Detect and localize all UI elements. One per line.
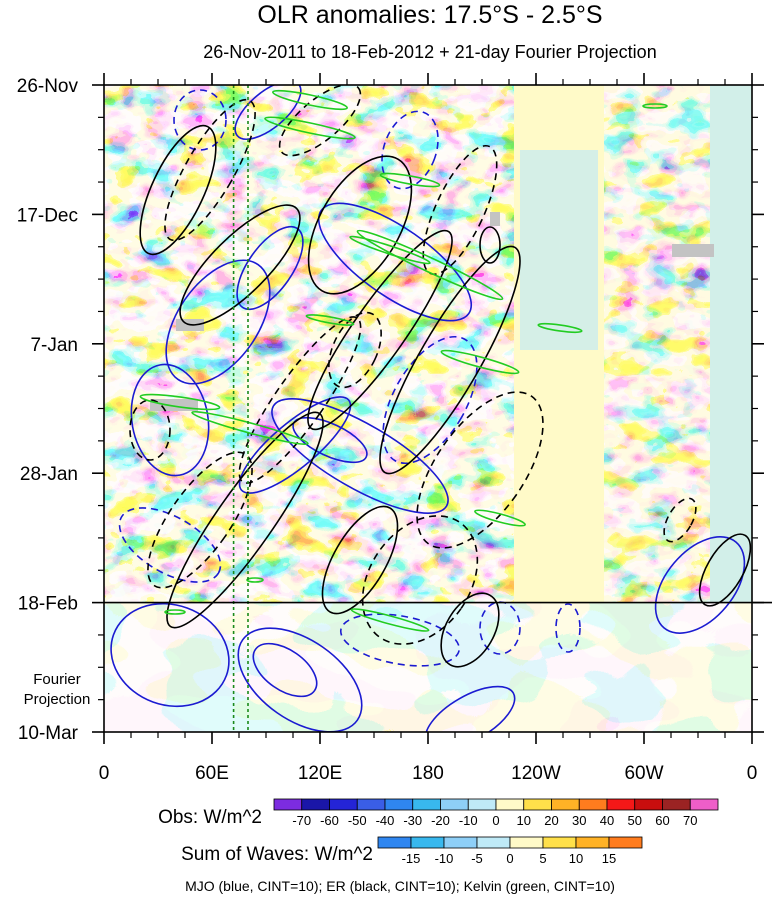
colorbar-level-label: 5 (539, 851, 546, 866)
observed-field-west (104, 85, 514, 603)
colorbar-box (384, 798, 414, 811)
missing-data-3 (672, 244, 714, 257)
colorbar-box (301, 798, 330, 811)
colorbar-box (575, 836, 610, 849)
colorbar-box (634, 798, 663, 811)
colorbar-level-label: -10 (459, 813, 478, 828)
colorbar-box (523, 798, 552, 811)
chart-title: OLR anomalies: 17.5°S - 2.5°S (257, 1, 602, 29)
y-tick-label: 28-Jan (20, 464, 78, 485)
y-tick-label: 7-Jan (30, 335, 78, 356)
observed-field-east (604, 85, 710, 603)
colorbar-box (578, 798, 608, 811)
colorbar-level-label: 0 (492, 813, 499, 828)
y-axis: 26-Nov 17-Dec 7-Jan 28-Jan 18-Feb 10-Mar (17, 76, 764, 744)
colorbar-level-label: -40 (376, 813, 395, 828)
missing-data-4 (490, 212, 500, 226)
plot-area (104, 85, 752, 732)
x-tick-label: 180 (412, 763, 444, 784)
colorbar-level-label: -30 (403, 813, 422, 828)
colorbar-level-label: 10 (517, 813, 531, 828)
colorbar-level-label: 0 (506, 851, 513, 866)
colorbar-box (509, 836, 544, 849)
x-axis: 0 60E 120E 180 120W 60W 0 (99, 73, 758, 784)
colorbar-level-label: -5 (471, 851, 483, 866)
colorbar-level-label: 70 (683, 813, 697, 828)
colorbar-level-label: -50 (348, 813, 367, 828)
y-tick-label: 10-Mar (18, 723, 79, 744)
missing-data-2 (150, 399, 198, 411)
colorbar-box (606, 798, 636, 811)
colorbar-level-label: -20 (431, 813, 450, 828)
x-tick-label: 60W (624, 763, 663, 784)
observed-field-quiet-patch (520, 150, 598, 350)
mjo-contours (110, 85, 746, 732)
colorbar-level-label: -10 (435, 851, 454, 866)
colorbar-box (551, 798, 580, 811)
projection-label: Fourier Projection (24, 671, 91, 708)
colorbar-level-label: 15 (602, 851, 616, 866)
colorbar-level-label: 30 (572, 813, 586, 828)
colorbar-level-label: 50 (628, 813, 642, 828)
colorbar-box (329, 798, 358, 811)
colorbar-box (467, 798, 497, 811)
x-tick-label: 0 (747, 763, 758, 784)
x-tick-label: 120E (298, 763, 342, 784)
waves-colorbar-label: Sum of Waves: W/m^2 (181, 844, 373, 865)
colorbar-box (356, 798, 386, 811)
colorbar-level-label: 10 (569, 851, 583, 866)
colorbar-level-label: -70 (292, 813, 311, 828)
colorbar-level-label: -60 (320, 813, 339, 828)
colorbar-level-label: -15 (402, 851, 421, 866)
colorbar-box (377, 836, 412, 849)
y-tick-label: 17-Dec (17, 205, 78, 226)
obs-colorbar: -70 -60 -50 -40 -30 -20 -10 0 10 20 30 40 50 60 70 (273, 798, 719, 828)
x-tick-label: 60E (195, 763, 229, 784)
y-tick-label: 26-Nov (17, 76, 79, 97)
chart-subtitle: 26-Nov-2011 to 18-Feb-2012 + 21-day Four… (203, 42, 656, 62)
colorbar-box (608, 836, 643, 849)
x-tick-label: 120W (511, 763, 561, 784)
colorbar-box (410, 836, 445, 849)
contour-legend: MJO (blue, CINT=10); ER (black, CINT=10)… (185, 878, 615, 894)
obs-colorbar-label: Obs: W/m^2 (158, 807, 262, 828)
colorbar-box (689, 798, 719, 811)
colorbar-level-label: 20 (544, 813, 558, 828)
colorbar-level-label: 40 (600, 813, 614, 828)
kelvin-contours (139, 89, 668, 632)
observed-field-edge (710, 85, 752, 603)
colorbar-box (476, 836, 511, 849)
colorbar-box (495, 798, 525, 811)
colorbar-box (443, 836, 478, 849)
colorbar-level-label: 60 (655, 813, 669, 828)
waves-colorbar: -15 -10 -5 0 5 10 15 (377, 836, 643, 866)
colorbar-box (273, 798, 303, 811)
colorbar-box (542, 836, 577, 849)
colorbar-box (662, 798, 691, 811)
x-tick-label: 0 (99, 763, 110, 784)
colorbar-box (412, 798, 441, 811)
y-tick-label: 18-Feb (18, 594, 78, 615)
colorbar-box (440, 798, 469, 811)
